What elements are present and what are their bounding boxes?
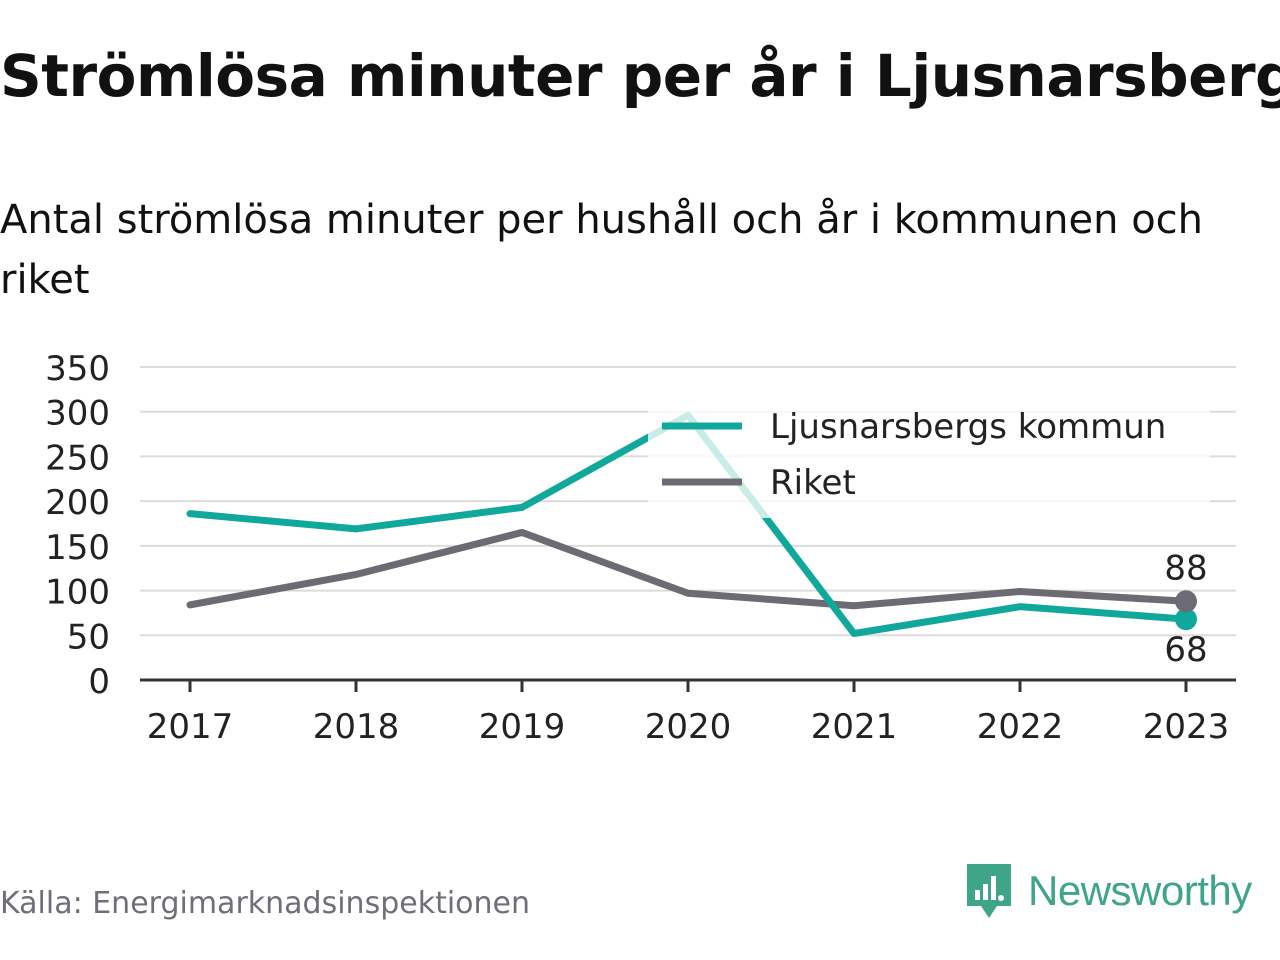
legend-background — [648, 400, 1210, 518]
y-tick-label: 200 — [45, 483, 110, 523]
legend: Ljusnarsbergs kommun Riket — [648, 400, 1210, 518]
end-value-label: 68 — [1164, 630, 1207, 670]
x-tick-label: 2022 — [977, 707, 1064, 747]
brand-logo[interactable]: Newsworthy — [964, 862, 1252, 920]
end-labels: 68 88 — [1164, 548, 1207, 670]
x-axis: 2017 2018 2019 2020 2021 2022 2023 — [140, 678, 1236, 747]
brand-name: Newsworthy — [1028, 867, 1252, 914]
x-tick-label: 2018 — [313, 707, 400, 747]
x-tick-label: 2019 — [479, 707, 566, 747]
legend-label: Riket — [770, 463, 856, 503]
x-tick-label: 2023 — [1143, 707, 1230, 747]
y-tick-label: 100 — [45, 573, 110, 613]
source-note: Källa: Energimarknadsinspektionen — [0, 886, 531, 921]
chart-title: Strömlösa minuter per år i Ljusnarsberg — [0, 42, 1280, 110]
x-tick-label: 2017 — [147, 707, 234, 747]
x-tick-label: 2020 — [645, 707, 732, 747]
chart-subtitle: Antal strömlösa minuter per hushåll och … — [0, 197, 1204, 303]
x-tick-label: 2021 — [811, 707, 898, 747]
end-value-label: 88 — [1164, 548, 1207, 588]
y-tick-label: 250 — [45, 438, 110, 478]
end-point-marker — [1175, 608, 1197, 631]
y-tick-label: 300 — [45, 394, 110, 434]
y-tick-label: 0 — [88, 662, 110, 702]
legend-label: Ljusnarsbergs kommun — [770, 407, 1166, 447]
end-point-marker — [1175, 590, 1197, 613]
y-tick-label: 50 — [67, 617, 110, 657]
y-tick-label: 350 — [45, 349, 110, 389]
y-tick-label: 150 — [45, 528, 110, 568]
series-line-national — [186, 528, 1190, 610]
newsworthy-logo-icon — [967, 864, 1011, 918]
